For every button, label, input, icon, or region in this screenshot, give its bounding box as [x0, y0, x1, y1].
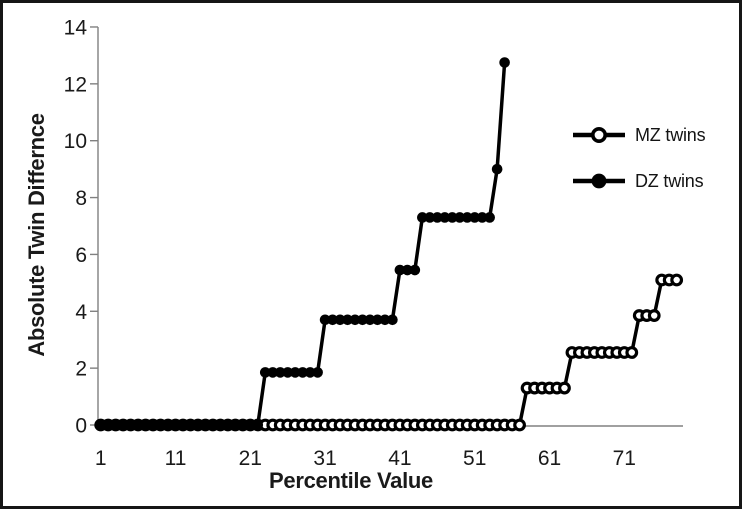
- open-circle-marker-icon: [573, 127, 625, 143]
- dz-twins-point: [454, 212, 466, 223]
- dz-twins-point: [117, 419, 129, 431]
- legend-label-mz: MZ twins: [635, 124, 706, 145]
- dz-twins-point: [417, 212, 428, 223]
- y-tick-label: 2: [75, 358, 87, 381]
- dz-twins-point: [289, 367, 301, 378]
- y-tick-label: 4: [75, 301, 87, 324]
- y-tick-label: 0: [75, 415, 87, 438]
- dz-twins-point: [170, 419, 181, 431]
- x-tick-label: 71: [613, 447, 636, 470]
- dz-twins-point: [177, 419, 189, 431]
- dz-twins-point: [215, 419, 226, 431]
- dz-twins-point: [394, 264, 406, 276]
- dz-twins-point: [372, 314, 383, 326]
- dz-twins-point: [387, 314, 398, 326]
- dz-twins-point: [484, 212, 495, 223]
- dz-twins-point: [312, 367, 323, 378]
- mz-twins-point: [558, 381, 571, 395]
- dz-twins-point: [297, 367, 308, 378]
- mz-twins-point: [625, 346, 639, 359]
- dz-twins-point: [110, 419, 121, 431]
- dz-twins-point: [192, 419, 204, 431]
- y-axis-title: Absolute Twin Differnce: [24, 113, 49, 357]
- dz-twins-point: [259, 367, 271, 378]
- legend-entry-dz: DZ twins: [571, 168, 705, 194]
- dz-twins-point: [282, 367, 294, 378]
- dz-twins-point: [132, 419, 144, 431]
- dz-twins-point: [162, 419, 174, 431]
- dz-twins-point: [357, 314, 368, 326]
- dz-twins-point: [432, 212, 443, 223]
- dz-twins-point: [461, 212, 473, 223]
- dz-twins-point: [491, 163, 503, 175]
- mz-twins-point: [670, 273, 684, 287]
- dz-twins-point: [469, 212, 481, 223]
- mz-twins-point: [647, 309, 661, 322]
- dz-twins-point: [342, 314, 353, 326]
- x-tick-label: 1: [95, 447, 107, 470]
- y-tick-label: 10: [64, 130, 87, 153]
- filled-circle-marker-icon: [573, 173, 625, 189]
- dz-twins-point: [230, 419, 241, 431]
- x-tick-label: 11: [165, 447, 187, 470]
- legend-label-dz: DZ twins: [635, 170, 704, 191]
- x-tick-label: 31: [313, 447, 336, 470]
- dz-twins-point: [222, 419, 234, 431]
- dz-twins-point: [147, 419, 159, 431]
- dz-twins-point: [446, 212, 458, 223]
- mz-twins-point: [513, 418, 526, 432]
- legend-entry-mz: MZ twins: [571, 122, 706, 148]
- dz-twins-point: [304, 367, 316, 378]
- y-tick-label: 6: [75, 244, 87, 267]
- dz-twins-point: [379, 314, 391, 326]
- y-tick-label: 14: [64, 16, 88, 39]
- dz-twins-point: [499, 57, 510, 68]
- legend: MZ twins DZ twins: [571, 122, 706, 214]
- dz-twins-point: [402, 264, 413, 276]
- dz-twins-point: [102, 419, 114, 431]
- dz-twins-point: [95, 419, 106, 431]
- dz-twins-point: [185, 419, 196, 431]
- x-tick-label: 61: [538, 447, 561, 470]
- dz-twins-point: [439, 212, 451, 223]
- dz-twins-point: [245, 419, 256, 431]
- dz-twins-point: [140, 419, 151, 431]
- dz-twins-point: [349, 314, 361, 326]
- dz-twins-point: [237, 419, 249, 431]
- y-tick-label: 12: [64, 73, 87, 96]
- dz-twins-point: [327, 314, 338, 326]
- x-tick-label: 51: [463, 447, 486, 470]
- dz-twins-point: [155, 419, 166, 431]
- y-tick-label: 8: [75, 187, 87, 210]
- dz-twins-point: [409, 264, 421, 276]
- dz-twins-point: [267, 367, 279, 378]
- dz-twins-point: [252, 419, 264, 431]
- dz-twins-point: [125, 419, 136, 431]
- dz-twins-point: [424, 212, 436, 223]
- x-axis-title: Percentile Value: [269, 468, 433, 493]
- dz-twins-point: [319, 314, 331, 326]
- dz-twins-point: [207, 419, 219, 431]
- dz-twins-point: [476, 212, 488, 223]
- dz-twins-point: [200, 419, 211, 431]
- x-tick-label: 21: [239, 447, 262, 470]
- dz-twins-point: [334, 314, 346, 326]
- x-tick-label: 41: [388, 447, 411, 470]
- dz-twins-point: [364, 314, 376, 326]
- dz-twins-point: [274, 367, 286, 378]
